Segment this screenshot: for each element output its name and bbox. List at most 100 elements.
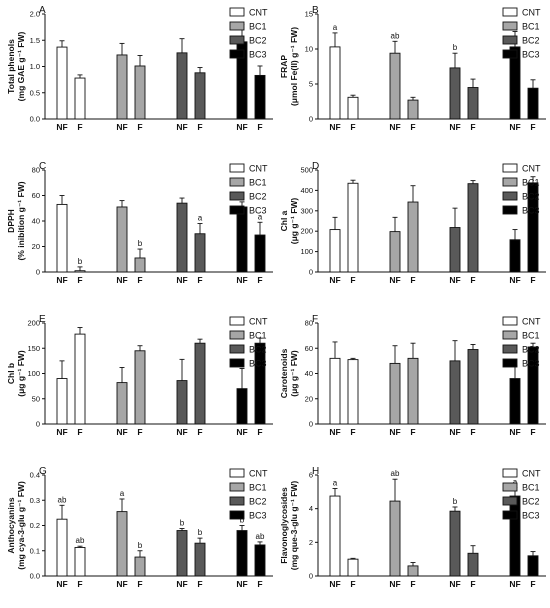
bar (134, 350, 146, 425)
x-tick-label: F (77, 579, 82, 589)
x-tick-label: F (137, 275, 142, 285)
x-tick-label: F (257, 122, 262, 132)
bar (509, 378, 521, 425)
legend-swatch (229, 344, 245, 354)
x-tick-label: F (197, 122, 202, 132)
legend-swatch (229, 205, 245, 215)
bar (74, 547, 86, 577)
legend-swatch (502, 163, 518, 173)
bar (449, 227, 461, 273)
significance-label: b (240, 516, 245, 525)
x-tick-label: F (137, 122, 142, 132)
panel-f: F 0 20 40 60 80 Carotenoids(μg g⁻¹ FW) NF F NF F NF… (279, 314, 546, 437)
y-axis-label-line1: Anthocyanins (6, 497, 16, 553)
x-tick-label: NF (509, 275, 520, 285)
y-tick-label: 100 (300, 247, 313, 256)
significance-label: b (138, 541, 143, 550)
y-axis-label-line2: (mg cya-3-glu g⁻¹ FW) (16, 481, 26, 570)
significance-label: b (180, 519, 185, 528)
legend-label: BC2 (249, 345, 267, 355)
bar (254, 544, 266, 577)
legend-label: BC2 (522, 36, 540, 46)
bar (134, 65, 146, 120)
bar (194, 72, 206, 120)
x-tick-label: F (410, 579, 415, 589)
legend-label: BC1 (522, 483, 540, 493)
y-tick-label: 50 (32, 394, 40, 403)
x-tick-label: NF (389, 427, 400, 437)
panel-letter: F (312, 314, 318, 325)
panel-e: E 0 50 100 150 200 Chl b(μg g⁻¹ FW) NF F NF F NF F NF… (6, 314, 273, 437)
y-axis-label: Chl a(μg g⁻¹ FW) (279, 198, 299, 245)
x-tick-label: NF (509, 122, 520, 132)
panel-letter: E (39, 314, 46, 325)
y-tick-label: 300 (300, 206, 313, 215)
y-tick-label: 80 (305, 319, 313, 328)
legend-swatch (229, 191, 245, 201)
legend-swatch (502, 7, 518, 17)
legend-swatch (502, 468, 518, 478)
bar (254, 74, 266, 120)
legend-label: BC1 (522, 22, 540, 32)
bar (389, 500, 401, 577)
legend-label: BC2 (249, 36, 267, 46)
x-tick-label: NF (176, 579, 187, 589)
y-tick-label: 0 (309, 115, 313, 124)
bar (467, 349, 479, 425)
legend-label: CNT (249, 164, 268, 174)
y-tick-label: 0.0 (30, 115, 40, 124)
legend-label: BC3 (249, 359, 267, 369)
legend-swatch (229, 177, 245, 187)
bar (194, 542, 206, 577)
x-tick-label: F (197, 427, 202, 437)
x-tick-label: NF (56, 427, 67, 437)
x-tick-label: NF (329, 579, 340, 589)
y-axis-label: DPPH(% inibition g⁻¹ FW) (6, 181, 26, 260)
panel-letter: D (312, 161, 319, 172)
x-tick-label: F (77, 275, 82, 285)
x-tick-label: NF (116, 275, 127, 285)
significance-label: b (453, 43, 458, 52)
x-tick-label: F (410, 427, 415, 437)
bar (467, 552, 479, 577)
panel-letter: C (39, 161, 46, 172)
bar (389, 52, 401, 120)
y-axis-label-line2: (mg que-3-glu g⁻¹ FW) (289, 481, 299, 571)
y-axis-label-line1: Flavonoglycosides (279, 487, 289, 564)
legend-swatch (502, 191, 518, 201)
panel-g: G 0.0 0.1 0.2 0.3 0.4 Anthocyanins(mg cya-3-gl… (6, 466, 273, 589)
bar (449, 67, 461, 120)
legend-label: BC2 (249, 192, 267, 202)
legend-swatch (229, 510, 245, 520)
legend-swatch (229, 35, 245, 45)
legend-label: CNT (522, 469, 541, 479)
panel-b: B 0 5 10 15 FRAP(μmol Fe(II) g⁻¹ FW) a NF Fab NF F… (279, 5, 546, 132)
x-tick-label: F (530, 275, 535, 285)
legend-label: BC3 (249, 206, 267, 216)
y-tick-label: 0.4 (30, 471, 40, 480)
y-tick-label: 80 (32, 166, 40, 175)
y-tick-label: 0.1 (30, 546, 40, 555)
significance-label: a (198, 214, 203, 223)
legend-label: BC2 (249, 497, 267, 507)
legend-swatch (229, 468, 245, 478)
bar (329, 357, 341, 425)
significance-label: b (453, 497, 458, 506)
y-tick-label: 20 (305, 394, 313, 403)
legend-swatch (229, 496, 245, 506)
x-tick-label: F (410, 122, 415, 132)
significance-label: ab (391, 469, 400, 478)
legend-swatch (229, 163, 245, 173)
y-tick-label: 0.0 (30, 572, 40, 581)
x-tick-label: NF (236, 579, 247, 589)
bar (347, 96, 359, 120)
x-tick-label: NF (449, 579, 460, 589)
x-tick-label: NF (176, 427, 187, 437)
x-tick-label: F (197, 275, 202, 285)
legend-swatch (229, 330, 245, 340)
bar (236, 530, 248, 577)
bar (407, 99, 419, 120)
legend-label: BC1 (249, 178, 267, 188)
y-axis-label-line2: (mg GAE g⁻¹ FW) (16, 32, 26, 102)
